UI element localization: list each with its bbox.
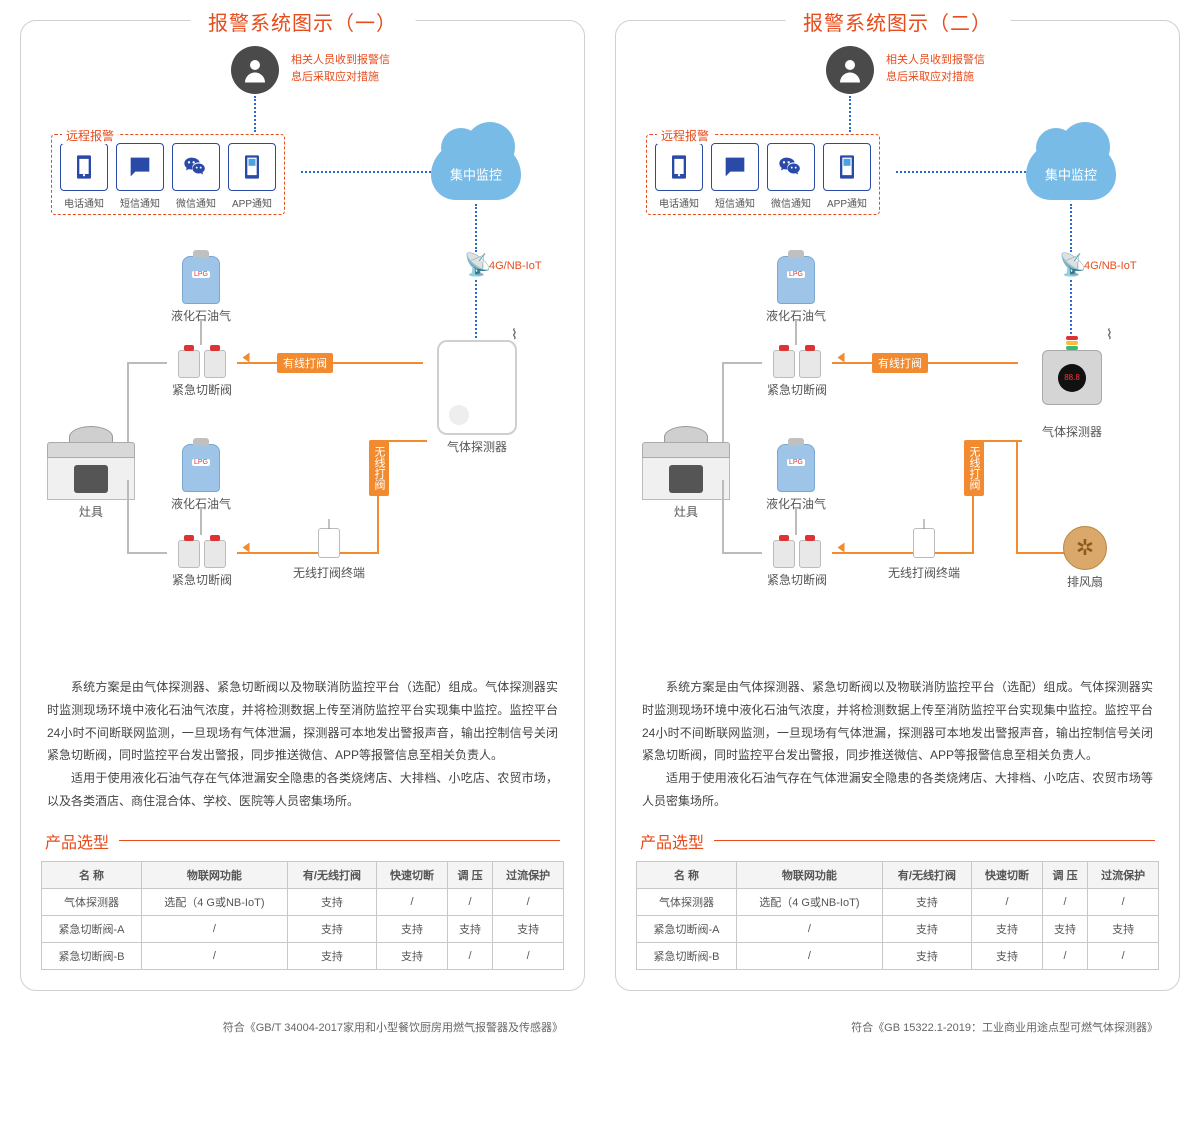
section-title: 产品选型 <box>45 829 560 853</box>
table-row: 紧急切断阀-B/支持支持// <box>637 942 1159 969</box>
table-row: 紧急切断阀-A/支持支持支持支持 <box>42 915 564 942</box>
panel-2: 报警系统图示（二） 相关人员收到报警信 息后采取应对措施 远程报警 电话通知 短… <box>615 20 1180 991</box>
person-msg: 相关人员收到报警信 息后采取应对措施 <box>291 52 431 85</box>
wechat-icon <box>172 143 220 191</box>
radio-label: 4G/NB-IoT <box>489 260 542 272</box>
table-header: 物联网功能 <box>142 861 288 888</box>
remote-title: 远程报警 <box>657 127 713 144</box>
app-icon <box>823 143 871 191</box>
cloud-icon: 集中监控 <box>431 142 521 200</box>
dots <box>1070 204 1072 252</box>
remote-item: APP通知 <box>823 143 871 210</box>
remote-item: 电话通知 <box>60 143 108 210</box>
product-table: 名 称物联网功能有/无线打阀快速切断调 压过流保护 气体探测器选配（4 G或NB… <box>636 861 1159 970</box>
person-msg: 相关人员收到报警信 息后采取应对措施 <box>886 52 1026 85</box>
lpg-tank: LPG 液化石油气 <box>766 256 826 324</box>
table-header: 有/无线打阀 <box>882 861 971 888</box>
wireless-terminal: 无线打阀终端 <box>289 528 369 581</box>
table-row: 气体探测器选配（4 G或NB-IoT)支持/// <box>637 888 1159 915</box>
footer-note: 符合《GB 15322.1-2019：工业商业用途点型可燃气体探测器》 <box>637 1019 1158 1035</box>
table-header: 名 称 <box>42 861 142 888</box>
footer-note: 符合《GB/T 34004-2017家用和小型餐饮厨房用燃气报警器及传感器》 <box>42 1019 563 1035</box>
dots <box>475 280 477 338</box>
wired-tag: 有线打阀 <box>872 353 928 373</box>
section-title: 产品选型 <box>640 829 1155 853</box>
description: 系统方案是由气体探测器、紧急切断阀以及物联消防监控平台（选配）组成。气体探测器实… <box>642 676 1153 813</box>
wireless-terminal: 无线打阀终端 <box>884 528 964 581</box>
person-icon <box>826 46 874 94</box>
dots <box>896 171 1026 173</box>
remote-item: APP通知 <box>228 143 276 210</box>
stove: 灶具 <box>41 442 141 520</box>
dots <box>475 204 477 252</box>
table-header: 过流保护 <box>493 861 564 888</box>
lpg-tank: LPG 液化石油气 <box>171 444 231 512</box>
lpg-tank: LPG 液化石油气 <box>766 444 826 512</box>
table-header: 快速切断 <box>377 861 448 888</box>
product-table: 名 称物联网功能有/无线打阀快速切断调 压过流保护 气体探测器选配（4 G或NB… <box>41 861 564 970</box>
remote-title: 远程报警 <box>62 127 118 144</box>
person-icon <box>231 46 279 94</box>
lpg-tank: LPG 液化石油气 <box>171 256 231 324</box>
stove: 灶具 <box>636 442 736 520</box>
remote-item: 短信通知 <box>116 143 164 210</box>
panel-1: 报警系统图示（一） 相关人员收到报警信 息后采取应对措施 远程报警 电话通知 短… <box>20 20 585 991</box>
phone-icon <box>655 143 703 191</box>
gas-detector: 88.8 气体探测器 <box>1022 340 1122 440</box>
gas-detector: 气体探测器 <box>427 340 527 455</box>
remote-item: 短信通知 <box>711 143 759 210</box>
panel-title: 报警系统图示（一） <box>190 7 415 36</box>
description: 系统方案是由气体探测器、紧急切断阀以及物联消防监控平台（选配）组成。气体探测器实… <box>47 676 558 813</box>
wireless-tag: 无线打阀 <box>964 440 984 496</box>
table-row: 气体探测器选配（4 G或NB-IoT)支持/// <box>42 888 564 915</box>
remote-item: 微信通知 <box>767 143 815 210</box>
phone-icon <box>60 143 108 191</box>
wired-tag: 有线打阀 <box>277 353 333 373</box>
panel-title: 报警系统图示（二） <box>785 7 1010 36</box>
remote-alarm-group: 远程报警 电话通知 短信通知 微信通知 APP通知 <box>51 134 285 215</box>
table-header: 物联网功能 <box>737 861 883 888</box>
diagram: 相关人员收到报警信 息后采取应对措施 远程报警 电话通知 短信通知 微信通知 <box>636 46 1159 666</box>
remote-alarm-group: 远程报警 电话通知 短信通知 微信通知 APP通知 <box>646 134 880 215</box>
table-header: 调 压 <box>1042 861 1087 888</box>
wechat-icon <box>767 143 815 191</box>
valve-2: 紧急切断阀 <box>167 536 237 588</box>
exhaust-fan: ✲ 排风扇 <box>1050 526 1120 590</box>
valve-1: 紧急切断阀 <box>167 346 237 398</box>
table-header: 有/无线打阀 <box>287 861 376 888</box>
dots <box>849 96 851 132</box>
remote-item: 电话通知 <box>655 143 703 210</box>
app-icon <box>228 143 276 191</box>
valve-1: 紧急切断阀 <box>762 346 832 398</box>
radio-label: 4G/NB-IoT <box>1084 260 1137 272</box>
wireless-tag: 无线打阀 <box>369 440 389 496</box>
dots <box>254 96 256 132</box>
sms-icon <box>116 143 164 191</box>
diagram: 相关人员收到报警信 息后采取应对措施 远程报警 电话通知 短信通知 微信通知 <box>41 46 564 666</box>
table-header: 名 称 <box>637 861 737 888</box>
table-header: 过流保护 <box>1088 861 1159 888</box>
remote-item: 微信通知 <box>172 143 220 210</box>
dots <box>1070 280 1072 338</box>
table-row: 紧急切断阀-A/支持支持支持支持 <box>637 915 1159 942</box>
table-row: 紧急切断阀-B/支持支持// <box>42 942 564 969</box>
valve-2: 紧急切断阀 <box>762 536 832 588</box>
table-header: 快速切断 <box>972 861 1043 888</box>
sms-icon <box>711 143 759 191</box>
table-header: 调 压 <box>447 861 492 888</box>
dots <box>301 171 431 173</box>
cloud-icon: 集中监控 <box>1026 142 1116 200</box>
